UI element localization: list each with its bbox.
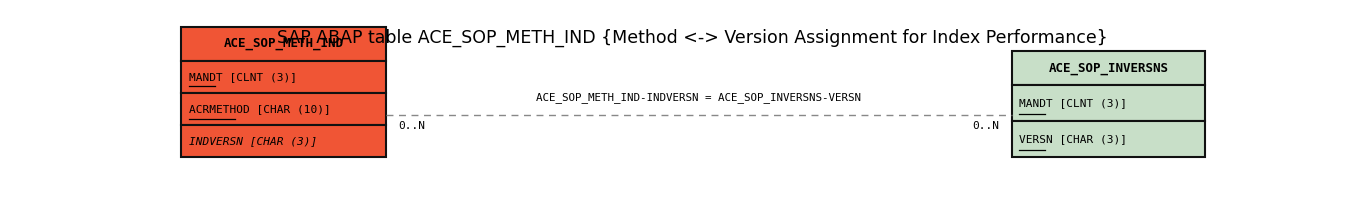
FancyBboxPatch shape <box>1012 85 1205 121</box>
Text: SAP ABAP table ACE_SOP_METH_IND {Method <-> Version Assignment for Index Perform: SAP ABAP table ACE_SOP_METH_IND {Method … <box>277 28 1108 47</box>
FancyBboxPatch shape <box>181 27 385 61</box>
Text: ACE_SOP_INVERSNS: ACE_SOP_INVERSNS <box>1048 62 1169 75</box>
FancyBboxPatch shape <box>1012 52 1205 85</box>
Text: 0..N: 0..N <box>973 121 1000 131</box>
FancyBboxPatch shape <box>181 125 385 157</box>
Text: ACE_SOP_METH_IND: ACE_SOP_METH_IND <box>223 37 343 50</box>
Text: INDVERSN [CHAR (3)]: INDVERSN [CHAR (3)] <box>189 136 317 146</box>
Text: 0..N: 0..N <box>399 121 426 131</box>
Text: VERSN [CHAR (3)]: VERSN [CHAR (3)] <box>1019 134 1127 144</box>
Text: ACE_SOP_METH_IND-INDVERSN = ACE_SOP_INVERSNS-VERSN: ACE_SOP_METH_IND-INDVERSN = ACE_SOP_INVE… <box>536 92 861 103</box>
Text: MANDT [CLNT (3)]: MANDT [CLNT (3)] <box>189 72 297 82</box>
FancyBboxPatch shape <box>181 61 385 93</box>
FancyBboxPatch shape <box>1012 121 1205 157</box>
Text: MANDT [CLNT (3)]: MANDT [CLNT (3)] <box>1019 98 1127 108</box>
FancyBboxPatch shape <box>181 93 385 125</box>
Text: ACRMETHOD [CHAR (10)]: ACRMETHOD [CHAR (10)] <box>189 104 331 114</box>
